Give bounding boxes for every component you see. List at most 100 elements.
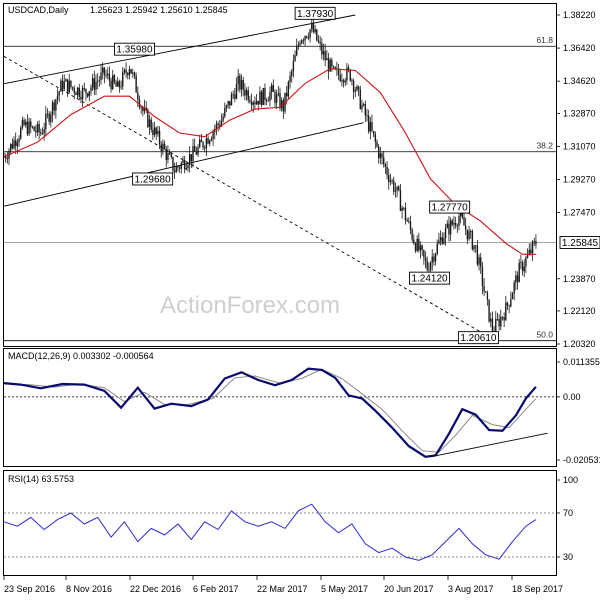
- candle-body: [516, 275, 519, 283]
- candle-body: [322, 51, 325, 55]
- candle-body: [153, 127, 156, 135]
- candle-body: [274, 91, 276, 103]
- candle-body: [229, 101, 231, 106]
- candle-body: [112, 75, 114, 89]
- candle-body: [65, 79, 67, 82]
- candle-body: [471, 231, 474, 250]
- candle-body: [501, 316, 504, 318]
- candle-body: [230, 94, 233, 106]
- candle-body: [311, 22, 313, 30]
- candle-body: [495, 319, 497, 333]
- candle-body: [70, 80, 72, 88]
- candle-body: [384, 164, 387, 167]
- candle-body: [205, 138, 208, 149]
- candle-body: [152, 129, 154, 135]
- fib-level-label: 38.2: [536, 141, 553, 151]
- candle-body: [217, 123, 219, 125]
- candle-body: [449, 220, 452, 235]
- candle-body: [86, 93, 89, 97]
- candle-body: [80, 96, 82, 100]
- candle-body: [83, 87, 85, 89]
- price-annotation-box: [294, 6, 336, 20]
- candle-body: [133, 72, 136, 76]
- candle-body: [394, 190, 397, 192]
- candle-body: [520, 262, 522, 264]
- candle-body: [41, 133, 44, 135]
- candle-body: [478, 257, 480, 265]
- candle-body: [381, 153, 383, 158]
- candle-body: [377, 146, 380, 159]
- candle-body: [4, 157, 7, 159]
- candle-body: [515, 275, 517, 283]
- candle-body: [66, 79, 69, 93]
- price-y-tick-label: 1.38220: [563, 10, 596, 20]
- candle-body: [280, 100, 283, 109]
- candle-body: [21, 120, 24, 129]
- price-y-tick-label: 1.27470: [563, 208, 596, 218]
- x-tick-label: 20 Jun 2017: [384, 584, 434, 594]
- candle-body: [359, 89, 361, 109]
- candle-body: [264, 87, 266, 101]
- candle-body: [43, 129, 45, 134]
- channel-line: [3, 14, 356, 85]
- candle-body: [431, 256, 433, 263]
- candle-body: [488, 299, 490, 322]
- candle-body: [235, 83, 238, 99]
- price-y-tick-label: 1.31070: [563, 141, 596, 151]
- candle-body: [25, 121, 27, 125]
- price-annotation-box: [114, 42, 155, 56]
- candle-body: [6, 158, 9, 160]
- candle-body: [275, 94, 278, 103]
- candle-body: [448, 223, 450, 235]
- candle-body: [291, 71, 293, 76]
- candle-body: [255, 100, 258, 105]
- candle-body: [215, 123, 218, 130]
- candle-body: [423, 249, 425, 258]
- candle-body: [16, 142, 19, 147]
- candle-body: [277, 93, 280, 95]
- candle-body: [60, 80, 62, 92]
- candle-body: [453, 223, 455, 225]
- candle-body: [371, 122, 373, 131]
- candle-body: [73, 87, 75, 93]
- candle-body: [35, 130, 37, 133]
- x-tick-label: 8 Nov 2016: [66, 584, 112, 594]
- price-plot: 61.8 38.2 50.0 1.37930 1.35980 1.29680 1.27770…: [3, 6, 600, 345]
- candle-body: [388, 175, 390, 182]
- current-price-tag: [559, 236, 600, 249]
- candle-body: [202, 142, 204, 148]
- candle-body: [511, 293, 514, 300]
- candle-body: [456, 225, 459, 227]
- candle-body: [31, 126, 34, 128]
- candle-body: [366, 115, 368, 117]
- candle-body: [444, 227, 447, 238]
- fib-level-label: 61.8: [536, 35, 553, 45]
- candle-body: [36, 123, 39, 133]
- candle-body: [177, 166, 179, 168]
- candle-body: [53, 102, 55, 111]
- candle-body: [508, 305, 510, 307]
- candle-body: [526, 254, 529, 258]
- candle-body: [165, 149, 167, 160]
- candle-body: [372, 130, 375, 135]
- candle-body: [56, 95, 59, 100]
- candle-body: [341, 80, 343, 82]
- price-y-tick-label: 1.22120: [563, 306, 596, 316]
- candle-body: [418, 238, 420, 251]
- candle-body: [93, 78, 96, 90]
- price-annotation-box: [457, 331, 499, 345]
- candle-body: [490, 318, 492, 322]
- candle-body: [398, 186, 400, 191]
- candle-body: [85, 88, 87, 94]
- candle-body: [225, 105, 228, 109]
- rsi-y-tick-label: 30: [563, 552, 573, 562]
- candle-body: [63, 81, 65, 90]
- candle-body: [523, 266, 525, 272]
- candle-body: [498, 319, 500, 327]
- candle-body: [301, 40, 303, 44]
- candle-body: [367, 115, 370, 132]
- candle-body: [279, 93, 281, 109]
- price-annotation-label: 1.37930: [297, 9, 334, 20]
- candle-body: [250, 101, 253, 105]
